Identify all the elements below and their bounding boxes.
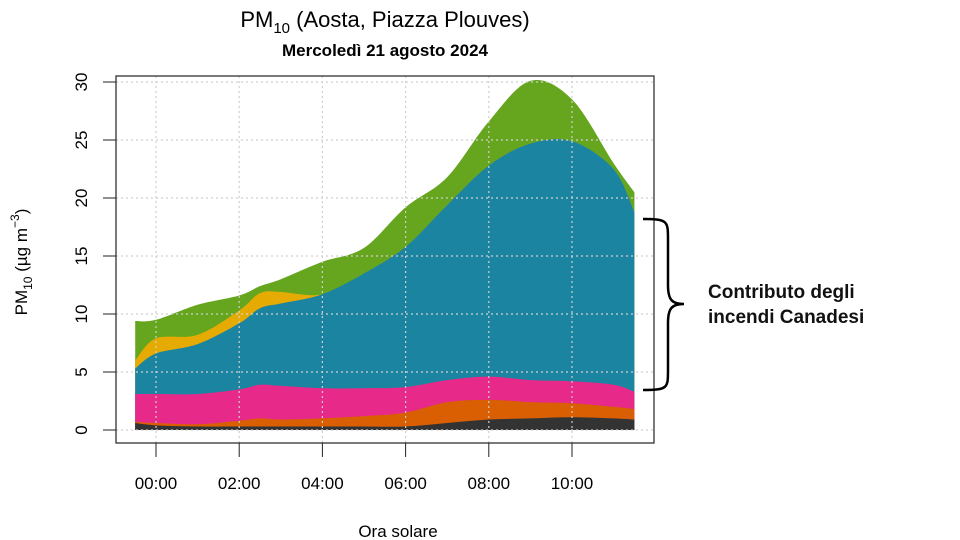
annotation-line-2: incendi Canadesi: [708, 307, 865, 328]
x-tick-label: 06:00: [384, 474, 427, 493]
y-tick-label: 20: [72, 189, 91, 208]
chart-subtitle: Mercoledì 21 agosto 2024: [282, 41, 489, 60]
y-tick-label: 5: [72, 367, 91, 376]
area-layers: [135, 79, 635, 430]
x-tick-label: 02:00: [218, 474, 261, 493]
y-tick-label: 10: [72, 305, 91, 324]
x-axis: 00:00 02:00 04:00 06:00 08:00 10:00: [135, 443, 594, 493]
y-tick-label: 30: [72, 73, 91, 92]
annotation-canadian-fires: Contributo degli incendi Canadesi: [708, 280, 864, 330]
x-tick-label: 00:00: [135, 474, 178, 493]
curly-brace-icon: [642, 217, 685, 392]
area-layer-1: [135, 417, 635, 430]
y-tick-label: 0: [72, 425, 91, 434]
annotation-line-1: Contributo degli: [708, 282, 855, 303]
area-incendi-canadesi: [135, 138, 635, 430]
plot-frame: [115, 75, 655, 444]
x-tick-label: 10:00: [551, 474, 594, 493]
y-tick-label: 15: [72, 247, 91, 266]
y-axis-label: PM10 (µg m−3): [8, 209, 35, 316]
y-tick-label: 25: [72, 131, 91, 150]
x-axis-label: Ora solare: [358, 522, 437, 540]
y-axis: 0 5 10 15 20 25 30: [72, 73, 116, 435]
grid-lines: [116, 76, 654, 443]
chart-title: PM10 (Aosta, Piazza Plouves): [240, 7, 529, 37]
x-tick-label: 08:00: [468, 474, 511, 493]
x-tick-label: 04:00: [301, 474, 344, 493]
